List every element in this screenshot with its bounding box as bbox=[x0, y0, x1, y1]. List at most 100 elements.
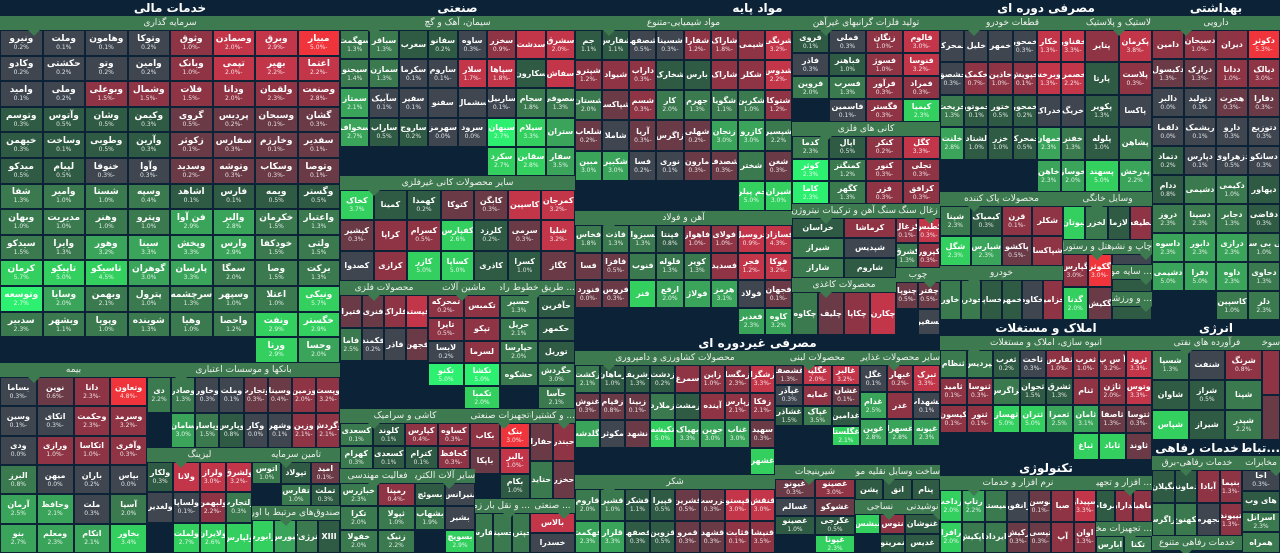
stock-tile[interactable]: فگستر -0.3% bbox=[866, 99, 903, 122]
stock-tile[interactable]: دیهاور bbox=[1248, 175, 1280, 204]
group-title[interactable]: کاشی و سرامیک bbox=[340, 409, 470, 423]
stock-tile[interactable]: کرازی bbox=[373, 250, 408, 281]
stock-tile[interactable]: خاهن 2.3% bbox=[1036, 159, 1061, 192]
stock-tile[interactable]: ثتوسا -0.3% bbox=[1125, 405, 1152, 433]
stock-tile[interactable]: زشگزا -3.3% bbox=[750, 365, 775, 393]
stock-tile[interactable]: وتوکا 0.2% bbox=[127, 30, 170, 56]
industry-group[interactable]: ... و نقل بار زمینیحپتروحسیناحفارس bbox=[475, 499, 530, 553]
stock-tile[interactable]: ثفارس -1.0% bbox=[1046, 350, 1073, 378]
stock-tile[interactable]: وملت 0.1% bbox=[219, 377, 244, 413]
stock-tile[interactable]: ومعلم 2.3% bbox=[36, 523, 74, 553]
stock-tile[interactable]: تایرا -0.5% bbox=[428, 317, 464, 341]
stock-tile[interactable]: خریخت1.3% bbox=[940, 94, 965, 128]
stock-tile[interactable]: لطیفه bbox=[1129, 206, 1152, 240]
stock-tile[interactable]: غسهرا 2.8% bbox=[886, 419, 914, 446]
stock-tile[interactable]: خریگ bbox=[1060, 94, 1085, 128]
stock-tile[interactable]: بکهنوج bbox=[1174, 503, 1197, 536]
industry-group[interactable]: زغال سنگکطبس-0.3%کزغال-0.1%کپرور-0.3%کشر… bbox=[896, 204, 940, 268]
stock-tile[interactable]: خمهان 2.3% bbox=[1036, 127, 1061, 160]
stock-tile[interactable]: ولملت 2.7% bbox=[173, 522, 200, 553]
stock-tile[interactable]: سیدکو 1.5% bbox=[0, 234, 43, 261]
stock-tile[interactable]: ثاصفا -1.3% bbox=[1099, 405, 1126, 433]
stock-tile[interactable]: خزر 1.0% bbox=[988, 127, 1013, 160]
stock-tile[interactable]: زگلدشت bbox=[575, 420, 600, 448]
stock-tile[interactable]: زشریف1.3% bbox=[625, 365, 650, 393]
stock-tile[interactable]: کلوند 0.1% bbox=[372, 423, 405, 446]
stock-tile[interactable]: وبرق -2.9% bbox=[255, 30, 298, 56]
stock-tile[interactable]: وشان 0.5% bbox=[85, 106, 128, 133]
stock-tile[interactable]: شیمی bbox=[737, 30, 765, 61]
stock-tile[interactable]: حآسا 2.1% bbox=[537, 386, 575, 409]
stock-tile[interactable]: فلات -1.5% bbox=[170, 81, 213, 107]
stock-tile[interactable]: گروی -0.5% bbox=[170, 106, 213, 133]
stock-tile[interactable]: تکرا 2.0% bbox=[340, 506, 378, 530]
stock-tile[interactable]: فسازان-4.3% bbox=[764, 225, 792, 253]
stock-tile[interactable]: خگستر 2.9% bbox=[297, 311, 340, 338]
stock-tile[interactable]: رانفور bbox=[1006, 490, 1030, 522]
stock-tile[interactable]: ستران bbox=[545, 117, 575, 147]
stock-tile[interactable]: غدر bbox=[886, 392, 914, 419]
stock-tile[interactable]: ولپارس bbox=[225, 522, 252, 553]
stock-tile[interactable]: ساربیل -0.1% bbox=[486, 88, 517, 118]
stock-tile[interactable]: غصینو 1.0% bbox=[775, 516, 815, 535]
stock-tile[interactable]: کاوه 3.2% bbox=[764, 307, 792, 335]
stock-tile[interactable]: سیجنو 1.4% bbox=[340, 59, 370, 89]
stock-tile[interactable]: کنور -0.3% bbox=[866, 158, 903, 182]
stock-tile[interactable]: کدما 2.3% bbox=[792, 136, 829, 159]
stock-tile[interactable]: فنر bbox=[629, 280, 657, 308]
stock-tile[interactable]: بکاب bbox=[470, 423, 500, 449]
stock-tile[interactable]: حخزر bbox=[552, 461, 575, 499]
stock-tile[interactable]: تفارس 1.0% bbox=[281, 484, 311, 506]
industry-group[interactable]: مخابرات اخا -0.3% های وب اسرانل 2.3% همراه bbox=[1242, 456, 1280, 553]
stock-tile[interactable]: شتوکا -1.2% bbox=[764, 90, 792, 121]
stock-tile[interactable]: فجر -1.2% bbox=[737, 252, 765, 280]
group-title[interactable]: چوب bbox=[896, 268, 940, 282]
group-title[interactable]: تولید فلزات گرانبهای غیرآهن bbox=[792, 16, 940, 30]
stock-tile[interactable]: خمحرکه0.5% bbox=[1012, 127, 1037, 160]
stock-tile[interactable]: رکیش -0.3% bbox=[1006, 521, 1030, 553]
stock-tile[interactable]: خاذین -1.0% bbox=[988, 62, 1013, 95]
stock-tile[interactable]: وشمال -1.5% bbox=[127, 81, 170, 107]
stock-tile[interactable]: شفارا -1.2% bbox=[683, 30, 711, 61]
stock-tile[interactable]: ولکار 0.3% bbox=[147, 462, 174, 493]
stock-tile[interactable]: خنوفا -0.3% bbox=[85, 158, 128, 184]
stock-tile[interactable]: دامین bbox=[1152, 30, 1184, 59]
stock-tile[interactable]: بهپاک 3.3% bbox=[675, 420, 700, 448]
group-title[interactable]: قطعات خودرو bbox=[940, 16, 1085, 30]
stock-tile[interactable]: ثجوان 1.5% bbox=[1019, 377, 1046, 405]
stock-tile[interactable]: ورازی -1.0% bbox=[36, 435, 74, 465]
industry-group[interactable]: مواد شیمیایی-متنوع شرنگی -3.2% شیمی شاراک -1.… bbox=[575, 16, 792, 211]
stock-tile[interactable]: شهلی -0.2% bbox=[683, 120, 711, 151]
stock-tile[interactable]: کحافظ -0.3% bbox=[437, 446, 470, 469]
stock-tile[interactable]: پرداخت2.0% bbox=[940, 490, 963, 522]
stock-tile[interactable]: XIII bbox=[318, 520, 340, 553]
stock-tile[interactable]: وکار 0.0% bbox=[243, 412, 268, 448]
stock-tile[interactable]: خموتور0.1% bbox=[964, 94, 989, 128]
stock-tile[interactable]: فولاژ bbox=[683, 280, 711, 308]
stock-tile[interactable]: پکرمان -3.8% bbox=[1118, 30, 1152, 63]
stock-tile[interactable]: ساروج 0.2% bbox=[398, 117, 429, 147]
group-title[interactable]: فرآورده های نفتی bbox=[1152, 336, 1262, 350]
stock-tile[interactable]: خمهر bbox=[988, 30, 1013, 63]
stock-tile[interactable]: غپآذر 0.3% bbox=[775, 385, 804, 406]
stock-tile[interactable]: فاذر 0.3% bbox=[792, 53, 829, 76]
industry-group[interactable]: ... و کشتیرانیحبندرحفاراحخزرحتاید bbox=[530, 409, 575, 499]
stock-tile[interactable]: بگیلان bbox=[1152, 470, 1175, 503]
stock-tile[interactable]: شنفت bbox=[1188, 350, 1226, 380]
stock-tile[interactable]: تاسیکو 4.5% bbox=[85, 260, 128, 287]
stock-tile[interactable]: وتجارت-0.3% bbox=[243, 377, 268, 413]
stock-tile[interactable]: اشاهد 0.1% bbox=[170, 183, 213, 210]
stock-tile[interactable]: تملت 0.3% bbox=[310, 484, 340, 506]
stock-tile[interactable]: ولساپا -0.1% bbox=[173, 492, 200, 523]
stock-tile[interactable]: کاسپین 1.0% bbox=[1216, 291, 1248, 320]
stock-tile[interactable]: ودانا -2.0% bbox=[212, 81, 255, 107]
stock-tile[interactable]: کیسون -0.1% bbox=[940, 405, 967, 433]
stock-tile[interactable]: پاکسا bbox=[1118, 94, 1152, 128]
stock-tile[interactable]: غناب 3.0% bbox=[725, 420, 750, 448]
stock-tile[interactable]: شکربن 1.0% bbox=[737, 90, 765, 121]
stock-tile[interactable]: نوری 0.1% bbox=[656, 150, 684, 181]
stock-tile[interactable]: حسینا bbox=[493, 513, 512, 553]
industry-group[interactable]: لاستیک و پلاستیک پکرمان -3.8% پتایر پلاست -0.… bbox=[1085, 16, 1152, 192]
stock-tile[interactable]: نوین -0.6% bbox=[36, 377, 74, 407]
stock-tile[interactable]: فسرب 1.3% bbox=[829, 76, 866, 99]
